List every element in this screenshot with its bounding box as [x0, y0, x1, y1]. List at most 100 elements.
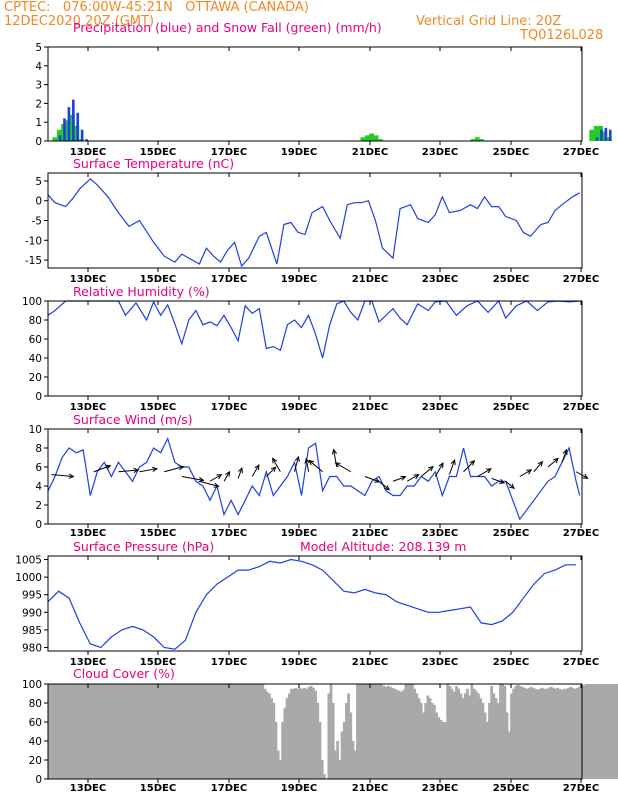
- cloud-bar: [210, 684, 214, 779]
- cloud-bar: [455, 685, 458, 779]
- cloud-bar: [252, 684, 256, 779]
- cloud-bar: [268, 693, 271, 779]
- wind-arrowhead: [499, 478, 506, 484]
- cloud-bar: [334, 750, 337, 779]
- snow-bar: [474, 137, 480, 141]
- wind-arrowhead: [294, 455, 300, 462]
- cloud-bar: [505, 712, 509, 779]
- cloud-bar: [351, 741, 355, 779]
- cloud-bar: [294, 687, 298, 779]
- wind-arrow: [93, 465, 111, 473]
- cloud-bar: [221, 684, 225, 779]
- x-tick-label: 23DEC: [422, 147, 458, 158]
- y-tick-label: 0: [35, 519, 42, 531]
- cloud-bar: [241, 684, 245, 779]
- snow-bar: [52, 137, 58, 141]
- y-tick-label: 985: [22, 625, 42, 637]
- cloud-bar: [408, 684, 412, 779]
- cloud-bar: [232, 684, 236, 779]
- wind-arrow: [491, 477, 505, 484]
- cloud-bar: [406, 684, 410, 779]
- cloud-bar: [331, 703, 335, 779]
- cloud-bar: [613, 684, 617, 779]
- cloud-bar: [397, 690, 401, 779]
- x-tick-label: 19DEC: [281, 274, 317, 285]
- cloud-bar: [56, 684, 60, 779]
- cloud-bar: [573, 688, 577, 779]
- cloud-bar: [606, 684, 610, 779]
- cloud-bar: [468, 695, 472, 779]
- wind-arrow: [118, 469, 139, 473]
- cloud-bar: [133, 684, 137, 779]
- cloud-bar: [188, 684, 192, 779]
- cloud-bar: [296, 688, 300, 779]
- x-tick-label: 17DEC: [211, 402, 247, 413]
- wind-arrow: [378, 480, 390, 491]
- cloud-bar: [151, 684, 155, 779]
- cloud-bar: [578, 686, 582, 779]
- x-tick-label: 27DEC: [563, 657, 599, 668]
- wind-arrowhead: [270, 466, 277, 473]
- cloud-bar: [587, 684, 590, 779]
- x-tick-label: 19DEC: [281, 783, 317, 794]
- wind-title: Surface Wind (m/s): [73, 412, 193, 427]
- cloud-bar: [551, 687, 555, 779]
- y-tick-label: 0: [35, 391, 42, 403]
- x-tick-label: 25DEC: [493, 657, 529, 668]
- wind-arrowhead: [216, 474, 223, 480]
- cloud-bar: [228, 684, 232, 779]
- pres-panel: [44, 555, 583, 655]
- x-tick-label: 27DEC: [563, 402, 599, 413]
- x-tick-label: 13DEC: [70, 783, 106, 794]
- precip-bar: [595, 137, 599, 141]
- cloud-bar: [184, 684, 188, 779]
- cloud-bar: [404, 684, 408, 779]
- snow-bar: [470, 139, 476, 141]
- cloud-bar: [503, 685, 507, 779]
- wind-arrow: [181, 476, 204, 481]
- x-tick-label: 25DEC: [493, 147, 529, 158]
- x-tick-label: 13DEC: [70, 528, 106, 539]
- cloud-bar: [329, 684, 333, 779]
- precip-frame: [47, 46, 583, 142]
- cloud-bar: [175, 684, 179, 779]
- cloud-bar: [48, 684, 51, 779]
- wind-arrowhead: [334, 462, 341, 468]
- cloud-bar: [435, 712, 438, 779]
- wind-arrow: [265, 466, 276, 477]
- wind-arrow: [364, 476, 380, 483]
- wind-arrow: [237, 467, 243, 479]
- cloud-bar: [496, 703, 500, 779]
- cloud-bar: [391, 687, 394, 779]
- temp-frame: [47, 172, 583, 269]
- wind-arrowhead: [225, 470, 231, 477]
- x-tick-label: 23DEC: [422, 402, 458, 413]
- cloud-bar: [309, 685, 313, 779]
- cloud-bar: [584, 684, 588, 779]
- cloud-bar: [276, 750, 280, 779]
- cloud-bar: [158, 684, 161, 779]
- cloud-bar: [507, 731, 511, 779]
- y-tick-label: 1000: [15, 572, 42, 584]
- cloud-bar: [59, 684, 62, 779]
- wind-arrow: [448, 459, 456, 475]
- cloud-bar: [364, 684, 368, 779]
- wind-panel: [44, 428, 589, 528]
- cloud-bar: [444, 722, 447, 779]
- cloud-bar: [600, 684, 604, 779]
- cloud-bar: [274, 722, 278, 779]
- cloud-bar: [70, 684, 73, 779]
- cloud-bar: [67, 684, 71, 779]
- cloud-bar: [593, 684, 597, 779]
- cloud-bar: [204, 684, 207, 779]
- cloud-bar: [448, 685, 452, 779]
- cloud-bar: [362, 684, 366, 779]
- precip-bar: [67, 107, 71, 141]
- cloud-bar: [52, 684, 56, 779]
- cloud-bar: [191, 684, 194, 779]
- cloud-bar: [140, 684, 144, 779]
- cloud-bar: [144, 684, 148, 779]
- cloud-bar: [171, 684, 174, 779]
- y-tick-label: 8: [35, 443, 42, 455]
